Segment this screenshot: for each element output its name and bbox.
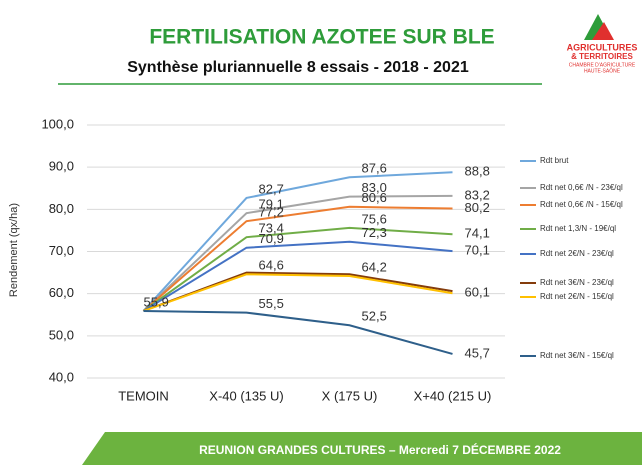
y-tick-label: 80,0: [49, 201, 74, 216]
y-tick-label: 70,0: [49, 243, 74, 258]
series-line: [142, 205, 453, 312]
data-label: 64,6: [259, 258, 284, 273]
logo-text: HAUTE-SAÔNE: [584, 67, 621, 74]
data-label: 60,1: [465, 285, 490, 300]
x-tick-label: X+40 (215 U): [414, 388, 492, 403]
series-line: [142, 171, 453, 312]
x-tick-label: X (175 U): [322, 388, 378, 403]
data-label: 80,2: [465, 200, 490, 215]
data-label: 83,2: [465, 187, 490, 202]
series-line: [142, 240, 453, 312]
series-line: [143, 273, 453, 312]
x-tick-label: TEMOIN: [118, 388, 169, 403]
footer-text: REUNION GRANDES CULTURES – Mercredi 7 DÉ…: [199, 442, 561, 457]
y-tick-label: 50,0: [49, 327, 74, 342]
data-label: 87,6: [362, 161, 387, 176]
y-tick-label: 90,0: [49, 159, 74, 174]
logo-icon: [592, 22, 614, 40]
legend-label: Rdt net 2€/N - 15€/ql: [540, 292, 614, 301]
data-label: 52,5: [362, 309, 387, 324]
legend-label: Rdt net 1,3/N - 19€/ql: [540, 224, 616, 233]
series-line: [142, 226, 453, 312]
data-label: 88,8: [465, 164, 490, 179]
data-label: 70,1: [465, 243, 490, 258]
chart-subtitle: Synthèse pluriannuelle 8 essais - 2018 -…: [127, 59, 469, 76]
logo-text: & TERRITOIRES: [571, 52, 633, 61]
legend-label: Rdt brut: [540, 156, 569, 165]
data-label: 75,6: [362, 211, 387, 226]
data-label: 74,1: [465, 226, 490, 241]
legend-label: Rdt net 0,6€ /N - 15€/ql: [540, 200, 623, 209]
data-label: 73,4: [259, 221, 284, 236]
data-label: 72,3: [362, 225, 387, 240]
series-line: [143, 309, 453, 355]
data-label: 45,7: [465, 345, 490, 360]
data-label: 55,9: [144, 294, 169, 309]
legend-label: Rdt net 3€/N - 23€/ql: [540, 278, 614, 287]
legend-label: Rdt net 0,6€ /N - 23€/ql: [540, 183, 623, 192]
data-label: 77,2: [259, 205, 284, 220]
data-label: 79,1: [259, 197, 284, 212]
data-label: 70,9: [259, 231, 284, 246]
chart-title: FERTILISATION AZOTEE SUR BLE: [149, 26, 494, 49]
y-axis-label: Rendement (qx/ha): [8, 203, 20, 297]
logo-text: AGRICULTURES: [567, 42, 638, 52]
data-label: 82,7: [259, 181, 284, 196]
legend-label: Rdt net 2€/N - 23€/ql: [540, 249, 614, 258]
legend-label: Rdt net 3€/N - 15€/ql: [540, 351, 614, 360]
y-tick-label: 40,0: [49, 369, 74, 384]
data-label: 64,2: [362, 259, 387, 274]
data-label: 83,0: [362, 180, 387, 195]
footer-band: [82, 432, 642, 465]
y-tick-label: 60,0: [49, 285, 74, 300]
logo-text: CHAMBRE D'AGRICULTURE: [569, 62, 636, 68]
data-label: 80,6: [362, 190, 387, 205]
y-tick-label: 100,0: [41, 116, 74, 131]
series-line: [142, 194, 453, 312]
x-tick-label: X-40 (135 U): [209, 388, 283, 403]
data-label: 55,5: [259, 296, 284, 311]
